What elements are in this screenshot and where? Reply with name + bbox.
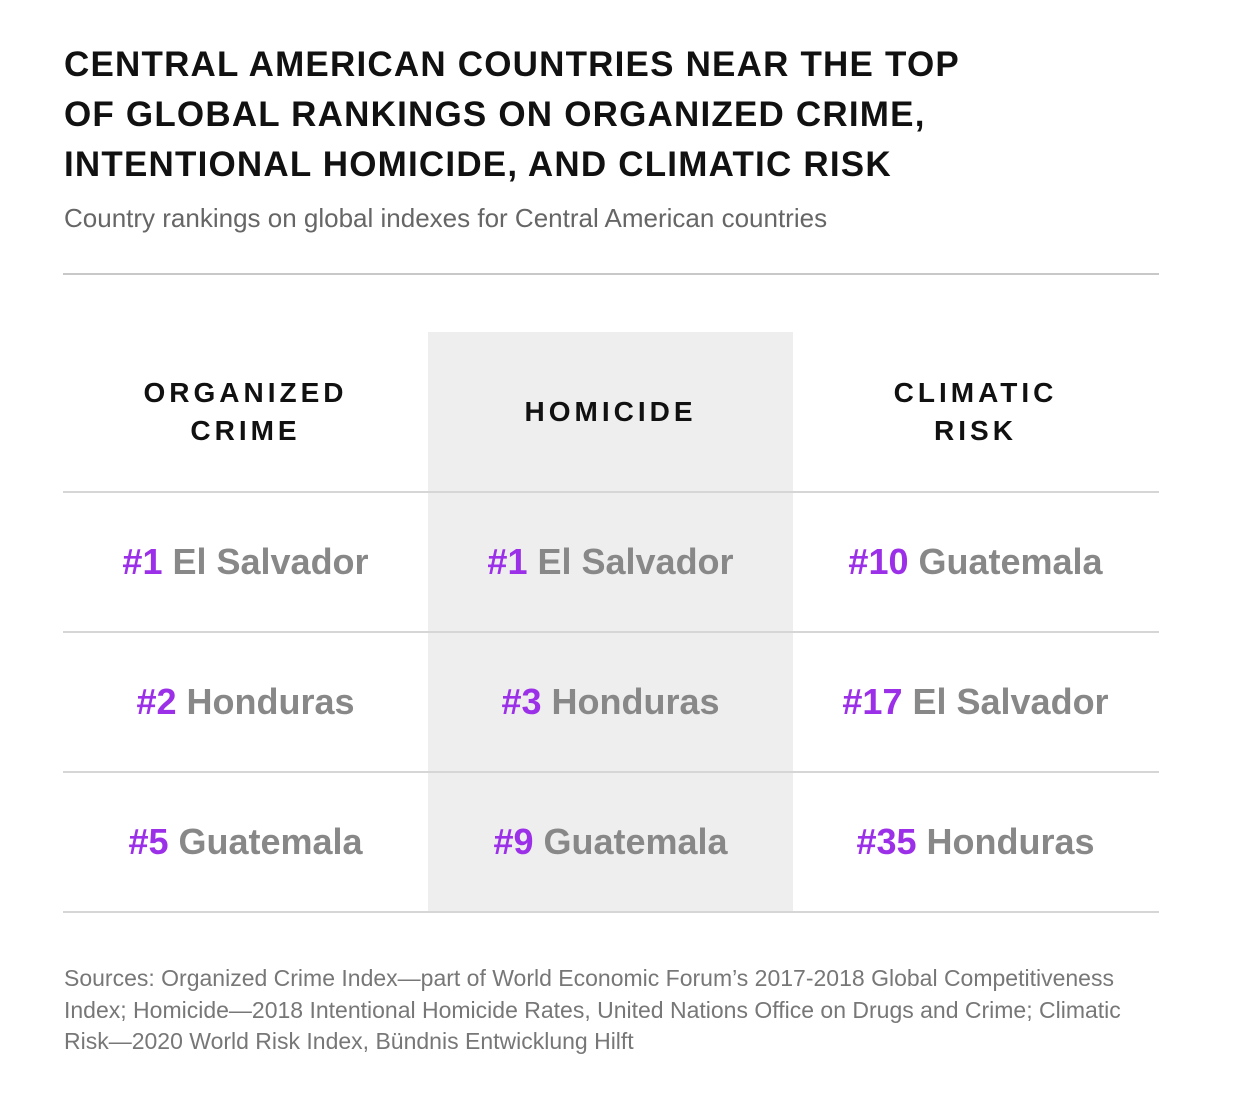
column-header-homicide: HOMICIDE (428, 332, 793, 492)
row-divider (63, 771, 1159, 773)
table-cell-homicide-1: #1 El Salvador (428, 492, 793, 631)
table-cell-homicide-2: #3 Honduras (428, 632, 793, 771)
table-cell-homicide-3: #9 Guatemala (428, 772, 793, 911)
row-divider (63, 491, 1159, 493)
rank-label: #17 (842, 680, 903, 722)
rank-label: #10 (848, 540, 909, 582)
country-label: Honduras (926, 820, 1095, 862)
row-divider (63, 631, 1159, 633)
country-label: Honduras (551, 680, 720, 722)
column-header-label: CLIMATIC RISK (893, 377, 1058, 446)
chart-subtitle: Country rankings on global indexes for C… (64, 203, 828, 233)
chart-title: CENTRAL AMERICAN COUNTRIES NEAR THE TOP … (64, 40, 1164, 190)
column-header-organized-crime: ORGANIZED CRIME (63, 332, 428, 492)
country-label: El Salvador (912, 680, 1109, 722)
country-label: Guatemala (543, 820, 728, 862)
country-label: Guatemala (918, 540, 1103, 582)
highlighted-column-background (428, 332, 793, 912)
rank-label: #3 (501, 680, 542, 722)
header-divider (63, 273, 1159, 275)
table-cell-organized-crime-2: #2 Honduras (63, 632, 428, 771)
rank-label: #9 (493, 820, 534, 862)
column-header-climatic-risk: CLIMATIC RISK (793, 332, 1158, 492)
rank-label: #35 (856, 820, 917, 862)
table-cell-climatic-risk-1: #10 Guatemala (793, 492, 1158, 631)
country-label: El Salvador (537, 540, 734, 582)
table-cell-climatic-risk-3: #35 Honduras (793, 772, 1158, 911)
table-cell-organized-crime-1: #1 El Salvador (63, 492, 428, 631)
title-line-1: CENTRAL AMERICAN COUNTRIES NEAR THE TOP (64, 45, 960, 84)
row-divider (63, 911, 1159, 913)
country-label: El Salvador (172, 540, 369, 582)
column-header-label: HOMICIDE (524, 396, 697, 427)
rank-label: #1 (487, 540, 528, 582)
sources-note: Sources: Organized Crime Index—part of W… (64, 965, 1121, 1054)
rank-label: #2 (136, 680, 177, 722)
table-cell-organized-crime-3: #5 Guatemala (63, 772, 428, 911)
rank-label: #1 (122, 540, 163, 582)
country-label: Guatemala (178, 820, 363, 862)
title-line-3: INTENTIONAL HOMICIDE, AND CLIMATIC RISK (64, 145, 892, 184)
country-label: Honduras (186, 680, 355, 722)
table-cell-climatic-risk-2: #17 El Salvador (793, 632, 1158, 771)
title-line-2: OF GLOBAL RANKINGS ON ORGANIZED CRIME, (64, 95, 926, 134)
rank-label: #5 (128, 820, 169, 862)
rankings-table: ORGANIZED CRIME #1 El Salvador #2 Honduras #5 G… (63, 332, 1159, 913)
column-header-label: ORGANIZED CRIME (143, 377, 348, 446)
